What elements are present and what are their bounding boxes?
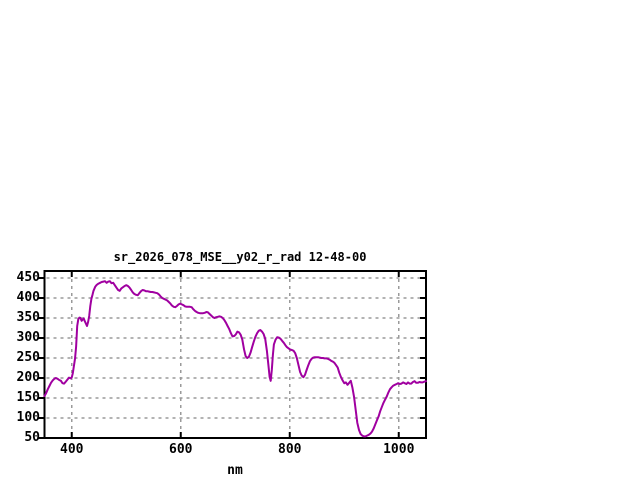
x-tick-label: 600 <box>169 442 193 457</box>
x-tick-label: 800 <box>278 442 302 457</box>
data-curve <box>43 280 427 438</box>
y-tick-label: 100 <box>16 410 40 425</box>
y-tick-label: 250 <box>16 350 40 365</box>
y-tick-label: 50 <box>24 430 40 445</box>
chart-title: sr_2026_078_MSE__y02_r_rad 12-48-00 <box>113 250 367 264</box>
y-tick-label: 150 <box>16 390 40 405</box>
y-tick-label: 350 <box>16 310 40 325</box>
y-tick-label: 450 <box>16 270 40 285</box>
y-tick-label: 400 <box>16 290 40 305</box>
y-tick-label: 200 <box>16 370 40 385</box>
plot-border <box>43 270 427 439</box>
x-tick-label: 1000 <box>383 442 415 457</box>
x-axis-label: nm <box>227 463 243 478</box>
x-tick-label: 400 <box>60 442 84 457</box>
y-tick-label: 300 <box>16 330 40 345</box>
